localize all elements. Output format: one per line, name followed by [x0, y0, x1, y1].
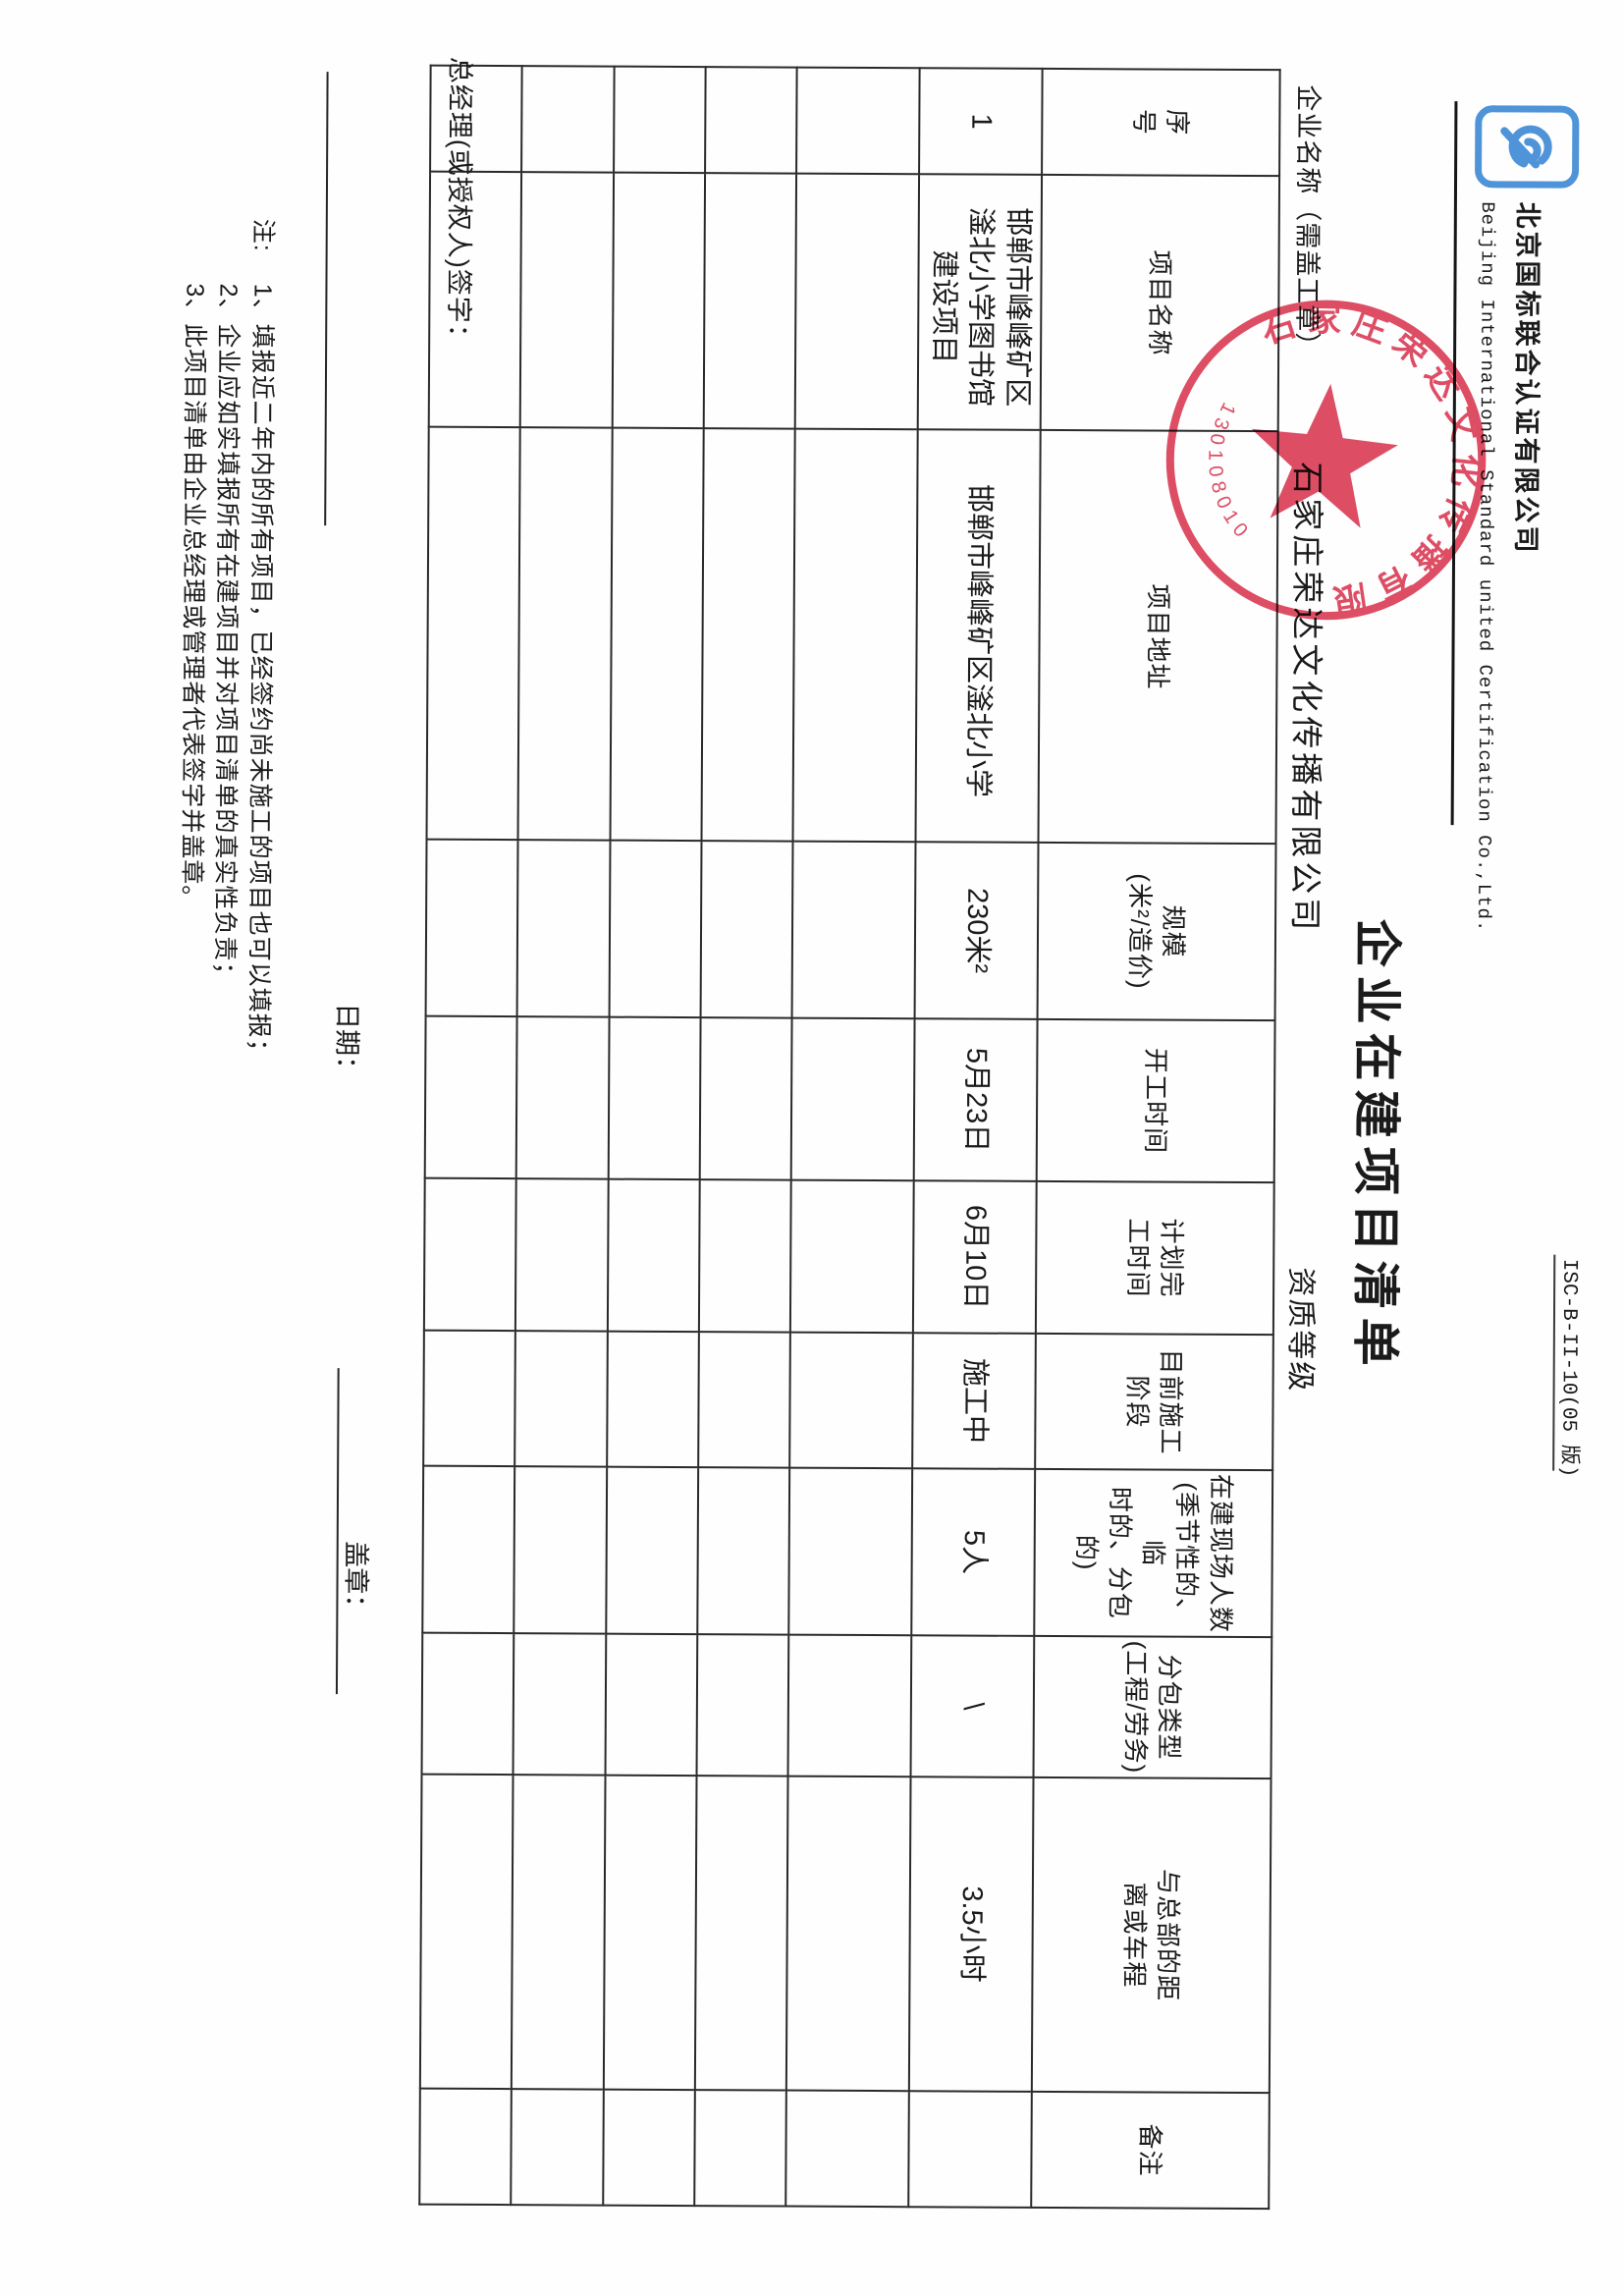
cell-site-headcount: 5人: [911, 1468, 1036, 1636]
cell-scale: 230米²: [914, 842, 1039, 1019]
form-code: ISC-B-II-10(05 版): [1556, 1258, 1581, 1478]
note-item: 3、此项目清单由企业总经理或管理者代表签字并盖章。: [178, 283, 209, 911]
cell-project-address: 邯郸市峰峰矿区滏北小学: [915, 429, 1041, 843]
cell-construction-stage: 施工中: [912, 1333, 1036, 1469]
header-distance-hq: 与总部的距 离或车程: [1031, 1777, 1271, 2094]
table-empty-row: [603, 66, 706, 2207]
header-subcontract-type: 分包类型 (工程/劳务): [1033, 1635, 1272, 1779]
header-planned-finish: 计划完 工时间: [1035, 1180, 1274, 1336]
company-seal-stamp: 石家庄荣达文化传播有限公司 130108010: [1165, 248, 1538, 625]
cell-distance-hq: 3.5小时: [908, 1777, 1034, 2092]
date-label: 日期：: [332, 1003, 362, 1083]
header-seq: 序 号: [1042, 68, 1280, 177]
gm-signature-label: 总经理(或授权人)签字：: [444, 56, 475, 352]
table-empty-row: [694, 67, 797, 2207]
gm-signature-line: [324, 72, 329, 526]
table-empty-row: [419, 65, 522, 2206]
seal-label: 盖章：: [341, 1541, 371, 1621]
header-scale: 规模 (米²/造价): [1037, 842, 1276, 1021]
header-site-headcount: 在建现场人数 (季节性的、临 时的、分包的): [1034, 1468, 1273, 1638]
cell-project-name: 邯郸市峰峰矿区 滏北小学图书馆 建设项目: [917, 174, 1043, 430]
cell-seq: 1: [919, 68, 1043, 175]
table-empty-row: [785, 67, 920, 2208]
cell-remarks: [908, 2091, 1032, 2208]
seal-ring: [1165, 300, 1487, 621]
notes-prefix: 注:: [248, 218, 277, 252]
seal-star-icon: [1251, 383, 1398, 528]
cell-start-date: 5月23日: [913, 1018, 1038, 1181]
cell-planned-finish: 6月10日: [912, 1180, 1037, 1334]
table-empty-row: [511, 66, 615, 2206]
table-row: 1 邯郸市峰峰矿区 滏北小学图书馆 建设项目 邯郸市峰峰矿区滏北小学 230米²…: [908, 68, 1043, 2208]
header-start-date: 开工时间: [1036, 1018, 1275, 1183]
seal-line: [335, 1368, 340, 1695]
note-item: 2、企业应如实填报所有在建项目并对项目清单的真实性负责；: [210, 283, 243, 988]
header-construction-stage: 目前施工 阶段: [1035, 1333, 1273, 1471]
logo-swirl-icon: [1500, 125, 1552, 169]
cell-subcontract-type: \: [910, 1635, 1035, 1777]
header-remarks: 备注: [1031, 2091, 1270, 2210]
certification-logo-icon: [1474, 105, 1580, 189]
qualification-label: 资质等级: [1283, 1267, 1318, 1394]
note-item: 1、填报近二年内的所有项目，已经签约尚未施工的项目也可以填报；: [244, 283, 277, 1065]
seal-code-text: 130108010: [1190, 396, 1267, 550]
form-code-rule: [1552, 1254, 1556, 1471]
